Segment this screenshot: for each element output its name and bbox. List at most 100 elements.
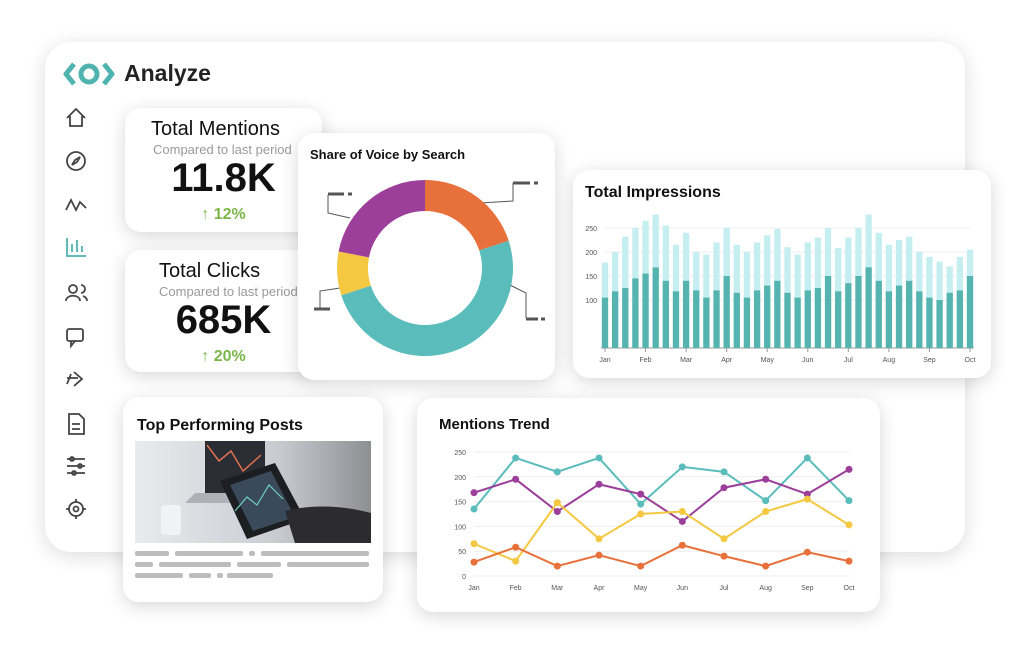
bar (936, 300, 943, 348)
point (553, 508, 561, 516)
x-tick-label: Jun (802, 357, 813, 364)
point (762, 508, 770, 516)
point (678, 541, 686, 549)
bar (601, 297, 609, 348)
stat-title: Total Mentions (151, 118, 280, 140)
x-tick-label: Jun (677, 585, 688, 592)
bar (855, 276, 862, 348)
point (637, 500, 645, 508)
bar-chart: 100 150 200 250 Jan Feb Mar Apr May Jun Jul Aug Sep O… (585, 214, 976, 364)
point (762, 475, 770, 483)
sidebar (65, 107, 88, 519)
line (473, 468, 850, 523)
app-title: Analyze (124, 60, 211, 86)
bar (693, 290, 700, 348)
trend-card: Mentions Trend 0 50 100 150 200 250 Jan Feb Mar A… (417, 398, 880, 612)
post-image[interactable] (135, 441, 371, 543)
share-icon[interactable] (66, 371, 84, 387)
x-tick-label: Oct (965, 357, 976, 364)
bar (926, 297, 933, 348)
point (678, 463, 686, 471)
y-tick-label: 100 (585, 298, 597, 305)
posts-title: Top Performing Posts (137, 417, 303, 434)
x-tick-label: Aug (883, 357, 896, 364)
donut-slice (341, 240, 513, 356)
bar (713, 290, 720, 348)
stat-card: Total Clicks Compared to last period 685… (125, 250, 322, 372)
sliders-icon[interactable] (67, 456, 85, 476)
chat-icon[interactable] (66, 328, 84, 349)
x-tick-label: Sep (923, 357, 936, 364)
y-tick-label: 200 (454, 475, 466, 482)
line-chart: 0 50 100 150 200 250 Jan Feb Mar Apr May Jun Jul Aug S… (454, 450, 854, 592)
point (845, 521, 853, 529)
point (678, 508, 686, 516)
x-tick-label: Aug (759, 585, 772, 592)
x-tick-label: Mar (551, 585, 564, 592)
bar (662, 280, 669, 348)
line (473, 498, 850, 563)
chart-icon[interactable] (66, 238, 86, 257)
point (470, 540, 478, 548)
text-placeholder (135, 551, 369, 578)
bar (642, 273, 649, 348)
bar (733, 292, 740, 348)
x-tick-label: Jul (844, 357, 853, 364)
point (720, 535, 728, 543)
x-tick-label: May (634, 585, 648, 592)
y-tick-label: 150 (454, 500, 466, 507)
point (637, 490, 645, 498)
activity-icon[interactable] (65, 197, 87, 213)
doc-icon[interactable] (68, 413, 85, 435)
impressions-card: Total Impressions 100 150 200 250 Jan Feb Mar A… (573, 170, 991, 378)
users-icon[interactable] (65, 284, 88, 302)
donut-slice (338, 180, 425, 258)
y-tick-label: 250 (454, 450, 466, 457)
donut-slice (425, 180, 509, 251)
y-tick-label: 200 (585, 250, 597, 257)
chart-title: Share of Voice by Search (310, 147, 466, 162)
compass-icon[interactable] (66, 151, 86, 171)
bar (875, 280, 882, 348)
point (720, 468, 728, 476)
stat-value: 685K (175, 298, 272, 342)
x-tick-label: Apr (721, 357, 733, 364)
stat-title: Total Clicks (159, 260, 261, 282)
point (595, 454, 603, 462)
bar (865, 267, 872, 348)
bar (835, 291, 842, 348)
donut-chart (314, 180, 545, 356)
bar (764, 285, 771, 348)
settings-icon[interactable] (66, 499, 86, 519)
point (470, 489, 478, 497)
point (595, 480, 603, 488)
x-tick-label: Jan (599, 357, 610, 364)
stat-change: ↑ 20% (201, 348, 246, 365)
bar (845, 283, 852, 348)
x-tick-label: May (761, 357, 775, 364)
stat-card: Total Mentions Compared to last period 1… (125, 108, 322, 232)
x-tick-label: Sep (801, 585, 814, 592)
chart-title: Total Impressions (585, 184, 721, 201)
point (845, 497, 853, 505)
bar (956, 290, 964, 348)
point (512, 557, 520, 565)
bar (723, 276, 730, 348)
bar (804, 290, 811, 348)
point (553, 562, 561, 570)
point (595, 551, 603, 559)
x-tick-label: Jan (468, 585, 479, 592)
home-icon[interactable] (66, 107, 86, 127)
x-tick-label: Apr (594, 585, 606, 592)
stat-subtitle: Compared to last period (153, 142, 292, 157)
point (637, 562, 645, 570)
x-tick-label: Feb (510, 585, 522, 592)
y-tick-label: 150 (585, 274, 597, 281)
bar (703, 297, 710, 348)
point (512, 454, 520, 462)
line (473, 456, 850, 510)
point (720, 552, 728, 560)
y-tick-label: 100 (454, 524, 466, 531)
x-tick-label: Jul (720, 585, 729, 592)
y-tick-label: 50 (458, 549, 466, 556)
